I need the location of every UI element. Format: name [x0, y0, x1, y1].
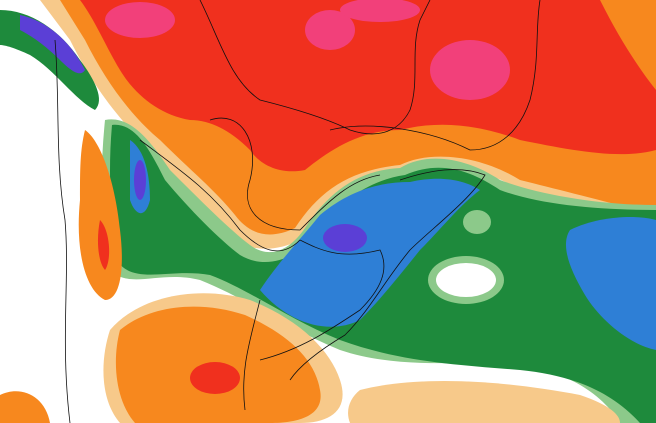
cool-core: [134, 160, 146, 200]
warm-field-red: [80, 0, 656, 172]
warm-southeast: [348, 380, 620, 423]
hot-spot: [340, 0, 420, 22]
border: [259, 239, 385, 361]
hot-spot: [105, 2, 175, 38]
warm-southwest: [0, 391, 50, 423]
border: [199, 0, 431, 135]
border: [243, 299, 261, 411]
cool-strip: [0, 10, 100, 110]
warm-strip-west: [78, 130, 122, 300]
cool-band-blue-east: [565, 217, 656, 350]
cool-strip-core: [20, 15, 85, 74]
cool-band-blue: [130, 140, 480, 327]
border: [54, 39, 71, 423]
border: [329, 0, 541, 151]
cool-core: [323, 224, 367, 252]
border: [139, 139, 301, 252]
warm-strip-west-red: [97, 220, 110, 270]
coastline: [289, 169, 486, 381]
warm-south-core: [190, 362, 240, 394]
border: [209, 117, 381, 231]
neutral-ring: [463, 210, 491, 234]
hot-spot: [305, 10, 355, 50]
hot-spot: [430, 40, 510, 100]
neutral-hole: [436, 263, 496, 297]
